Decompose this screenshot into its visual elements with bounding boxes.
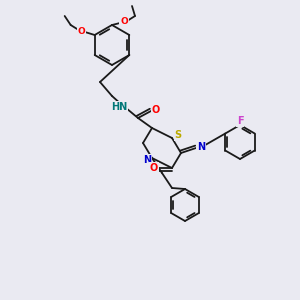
Text: S: S [174,130,182,140]
Text: N: N [197,142,205,152]
Text: F: F [237,116,243,126]
Text: N: N [143,155,151,165]
Text: O: O [152,105,160,115]
Text: O: O [120,17,128,26]
Text: O: O [78,26,86,35]
Text: HN: HN [111,102,127,112]
Text: O: O [150,163,158,173]
